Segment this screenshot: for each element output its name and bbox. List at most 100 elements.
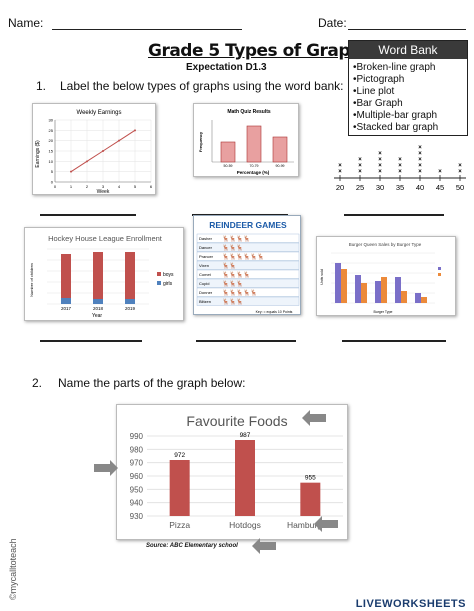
broken-line-point <box>102 150 104 152</box>
pictograph-name: Comet <box>199 272 212 277</box>
chart-source: Source: ABC Elementary school <box>146 543 238 549</box>
broken-line-ytick: 15 <box>49 149 54 154</box>
quiz-cat-1: 50-59 <box>224 164 233 168</box>
stacked-ylabel: Number of children <box>29 263 34 297</box>
reindeer-icon: 🦌 <box>257 253 264 261</box>
quiz-cat-3: 90-99 <box>276 164 285 168</box>
title-arrow-icon <box>302 410 326 426</box>
reindeer-icon: 🦌 <box>229 298 236 306</box>
word-bank: Word Bank •Broken-line graph •Pictograph •… <box>348 40 468 136</box>
name-answer-line[interactable] <box>52 29 242 30</box>
reindeer-icon: 🦌 <box>243 271 250 279</box>
multibar-series-1-bar <box>335 263 341 303</box>
reindeer-icon: 🦌 <box>222 298 229 306</box>
line-plot-x-mark: × <box>458 163 462 169</box>
stacked-girls-bar <box>61 298 71 304</box>
foods-category-label: Hotdogs <box>229 520 261 530</box>
line-plot-x-mark: × <box>338 169 342 175</box>
word-bank-item: •Broken-line graph <box>353 62 436 73</box>
answer-line-1[interactable] <box>40 214 136 216</box>
word-bank-title: Word Bank <box>349 41 467 59</box>
pictograph-name: Prancer <box>199 254 214 259</box>
line-plot-x-mark: × <box>458 169 462 175</box>
broken-line-ytick: 0 <box>51 180 54 185</box>
favourite-foods-chart: Favourite Foods 930 940 950 960 970 980 990 97… <box>116 404 348 540</box>
date-answer-line[interactable] <box>348 29 466 30</box>
foods-ytick-label: 980 <box>130 445 144 454</box>
expectation-subtitle: Expectation D1.3 <box>186 62 267 73</box>
line-plot-x-mark: × <box>438 169 442 175</box>
stacked-xlabel: Year <box>92 313 102 319</box>
broken-line-point <box>118 139 120 142</box>
quiz-bar-1 <box>220 141 236 163</box>
quiz-bar-2 <box>246 125 262 163</box>
quiz-bar-graph-image: Math Quiz Results 50-59 70-79 90-99 Perc… <box>193 103 299 177</box>
foods-data-label: 972 <box>174 452 185 459</box>
foods-bar-pizza <box>169 460 190 516</box>
answer-line-5[interactable] <box>196 340 296 342</box>
stacked-category: 2017 <box>61 306 72 311</box>
word-bank-item: •Pictograph <box>353 74 405 85</box>
broken-line-xtick: 5 <box>134 184 137 189</box>
reindeer-icon: 🦌 <box>236 298 243 306</box>
question-1-text: Label the below types of graphs using th… <box>60 79 344 93</box>
foods-data-label: 955 <box>305 475 316 482</box>
multibar-series-2-bar <box>341 269 347 303</box>
word-bank-item: •Stacked bar graph <box>353 122 439 133</box>
pictograph-name: Cupid <box>199 281 209 286</box>
pictograph-name: Donner <box>199 290 213 295</box>
broken-line-title: Weekly Earnings <box>77 110 122 116</box>
legend-girls: girls <box>163 281 173 287</box>
broken-line-point <box>70 170 72 173</box>
foods-ytick-label: 960 <box>130 472 144 481</box>
reindeer-icon: 🦌 <box>229 280 236 288</box>
legend-boys: boys <box>163 272 174 278</box>
pictograph-title: REINDEER GAMES <box>209 220 287 230</box>
line-plot-x-mark: × <box>398 169 402 175</box>
stacked-category: 2018 <box>93 306 104 311</box>
stacked-title: Hockey House League Enrollment <box>48 234 163 243</box>
broken-line-xlabel: Week <box>97 189 110 195</box>
answer-line-3[interactable] <box>344 214 444 216</box>
line-plot-x-mark: × <box>418 157 422 163</box>
foods-ytick-label: 940 <box>130 499 144 508</box>
broken-line-xtick: 0 <box>54 184 57 189</box>
foods-ytick-label: 930 <box>130 512 144 521</box>
line-plot-tick-label: 50 <box>456 183 464 192</box>
broken-line-point <box>86 160 88 163</box>
reindeer-icon: 🦌 <box>229 289 236 297</box>
multibar-series-2-bar <box>421 297 427 303</box>
side-watermark: ©mycalltoteach <box>8 538 18 600</box>
quiz-bar-title: Math Quiz Results <box>227 109 271 115</box>
line-plot-x-mark: × <box>418 145 422 151</box>
broken-line-xtick: 4 <box>118 184 121 189</box>
multiple-bar-graph-image: Burger Queen Sales by Burger Type Burger… <box>316 236 456 316</box>
line-plot-tick-label: 30 <box>376 183 384 192</box>
multibar-title: Burger Queen Sales by Burger Type <box>349 242 422 247</box>
quiz-bar-xlabel: Percentage (%) <box>237 170 270 175</box>
reindeer-icon: 🦌 <box>229 244 236 252</box>
line-plot-x-mark: × <box>358 169 362 175</box>
answer-line-6[interactable] <box>342 340 446 342</box>
line-plot-x-mark: × <box>398 157 402 163</box>
footer-bar: LIVEWORKSHEETS <box>0 597 474 611</box>
answer-line-4[interactable] <box>40 340 142 342</box>
reindeer-icon: 🦌 <box>222 253 229 261</box>
foods-bar-hotdogs <box>235 440 255 516</box>
stacked-boys-bar <box>93 252 103 299</box>
pictograph-name: Dancer <box>199 245 213 250</box>
line-plot-x-mark: × <box>418 163 422 169</box>
worksheet-title: Grade 5 Types of Graphs <box>148 41 372 61</box>
source-arrow-icon <box>252 538 276 554</box>
line-plot-x-mark: × <box>378 157 382 163</box>
reindeer-icon: 🦌 <box>222 271 229 279</box>
reindeer-icon: 🦌 <box>222 244 229 252</box>
quiz-bar-ylabel: Frequency <box>198 131 203 152</box>
line-plot-x-mark: × <box>358 163 362 169</box>
stacked-girls-bar <box>125 299 135 304</box>
multibar-series-2-bar <box>401 291 407 303</box>
quiz-bar-3 <box>272 136 288 163</box>
line-plot-x-mark: × <box>358 157 362 163</box>
reindeer-icon: 🦌 <box>243 289 250 297</box>
foods-category-label: Hamburgers <box>287 520 334 530</box>
